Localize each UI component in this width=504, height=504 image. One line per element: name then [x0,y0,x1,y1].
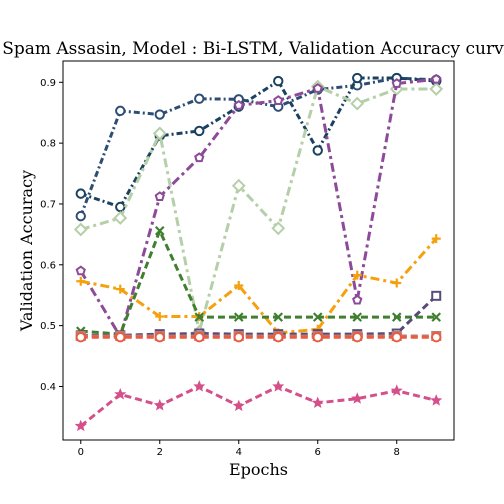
plus-marker [234,280,244,290]
circle-marker [194,125,205,137]
circle-marker [312,331,323,343]
plus-marker [155,312,165,322]
series-line [80,237,438,335]
diamond-marker [113,211,128,225]
series-line [80,85,437,334]
circle-marker [194,331,205,343]
star-marker [153,398,166,411]
series-10 [74,380,443,432]
x-marker [154,225,165,236]
pentagon-marker [75,265,86,276]
circle-marker [75,188,86,199]
diamond-marker [429,82,444,96]
star-marker [193,380,206,392]
circle-marker [75,331,86,343]
series-line [80,229,437,336]
x-marker [431,312,442,322]
series-line [80,76,437,209]
x-marker [352,312,363,322]
star-marker [232,399,245,412]
pentagon-marker [312,82,323,93]
y-tick-label: 0.8 [40,139,56,150]
plus-marker [76,276,86,286]
plus-marker [392,278,402,288]
y-axis-label: Validation Accuracy [17,170,36,332]
x-tick-label: 2 [157,447,163,458]
x-marker [233,312,244,322]
y-tick-label: 0.7 [40,199,56,210]
circle-marker [391,331,402,343]
x-marker [194,312,205,322]
x-tick-label: 0 [78,447,84,458]
diamond-marker [271,221,286,236]
star-marker [74,419,87,432]
plus-marker [352,270,362,280]
series-group [73,72,444,432]
pentagon-marker [391,78,402,88]
star-marker [351,392,364,404]
star-marker [311,396,324,409]
star-marker [114,388,127,400]
circle-marker [115,201,126,213]
square-marker [431,290,442,301]
circle-marker [115,331,126,343]
circle-marker [115,105,126,117]
circle-marker [352,331,363,343]
axis-ticks: 0 2 4 6 8 0.4 0.5 0.6 0.7 0.8 0.9 [40,78,400,458]
circle-marker [273,331,284,343]
circle-marker [312,145,323,156]
circle-marker [75,210,86,222]
diamond-marker [73,222,88,237]
star-marker [272,380,285,392]
series-9 [75,331,442,343]
series-4 [75,73,442,341]
pentagon-marker [431,73,442,84]
chart-title: Spam Assasin, Model : Bi-LSTM, Validatio… [2,39,504,59]
circle-marker [154,109,165,120]
plus-marker [115,284,125,294]
star-marker [430,394,443,406]
star-marker [390,384,403,396]
circle-marker [352,72,363,84]
circle-marker [431,331,442,343]
y-tick-label: 0.4 [40,382,56,393]
diamond-marker [350,96,365,111]
x-marker [312,312,323,322]
y-tick-label: 0.5 [40,321,56,332]
diamond-marker [231,178,246,193]
x-tick-label: 6 [315,447,321,458]
circle-marker [154,331,165,343]
pentagon-marker [352,294,363,305]
x-axis-label: Epochs [229,460,288,479]
circle-marker [273,75,284,87]
x-marker [273,312,284,322]
circle-marker [233,331,244,343]
plus-marker [431,234,441,244]
plot-frame [62,60,455,441]
series-line [79,77,437,339]
x-tick-label: 8 [394,447,400,458]
series-line [79,384,437,428]
y-tick-label: 0.6 [40,260,56,271]
x-marker [391,312,402,322]
y-tick-label: 0.9 [40,78,56,89]
pentagon-marker [273,95,284,105]
pentagon-marker [194,152,205,163]
pentagon-marker [233,99,244,110]
circle-marker [194,93,205,104]
diamond-marker [152,126,167,141]
plot-area [63,61,454,440]
x-tick-label: 4 [236,447,242,458]
pentagon-marker [154,191,165,202]
